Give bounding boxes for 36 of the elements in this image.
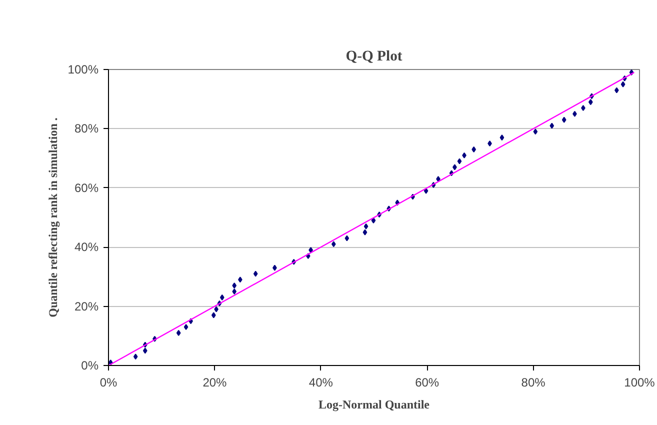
chart-title: Q-Q Plot xyxy=(346,48,402,64)
point xyxy=(500,134,504,141)
x-tick-label: 20% xyxy=(202,376,228,390)
point xyxy=(550,122,554,129)
point xyxy=(142,348,148,354)
x-tick-label: 40% xyxy=(308,376,334,390)
point xyxy=(533,128,538,135)
point xyxy=(362,229,368,236)
y-tick-label: 20% xyxy=(74,299,99,314)
point xyxy=(457,158,462,164)
point xyxy=(220,294,224,300)
y-tick-label: 80% xyxy=(74,122,99,136)
point xyxy=(562,116,566,123)
point xyxy=(488,140,492,146)
point xyxy=(364,223,368,230)
y-tick-label: 40% xyxy=(74,240,99,254)
point xyxy=(232,288,237,294)
point xyxy=(232,282,237,289)
point xyxy=(211,312,216,318)
y-axis-title: Quantile reflecting rank in simulation . xyxy=(46,118,60,318)
point xyxy=(344,235,350,242)
x-axis-title: Log-Normal Quantile xyxy=(318,398,430,412)
point xyxy=(133,354,138,360)
point xyxy=(620,81,626,88)
point xyxy=(253,270,258,277)
x-tick-label: 100% xyxy=(624,376,656,390)
point xyxy=(331,241,336,248)
x-tick-label: 60% xyxy=(415,376,440,390)
x-tick-label: 80% xyxy=(521,376,546,390)
y-tick-label: 60% xyxy=(74,180,99,195)
y-tick-label: 0% xyxy=(81,358,99,372)
point xyxy=(176,330,181,336)
point xyxy=(588,99,593,106)
point xyxy=(184,324,188,330)
y-tick-label: 100% xyxy=(68,62,99,76)
x-tick-label: 0% xyxy=(100,376,118,390)
